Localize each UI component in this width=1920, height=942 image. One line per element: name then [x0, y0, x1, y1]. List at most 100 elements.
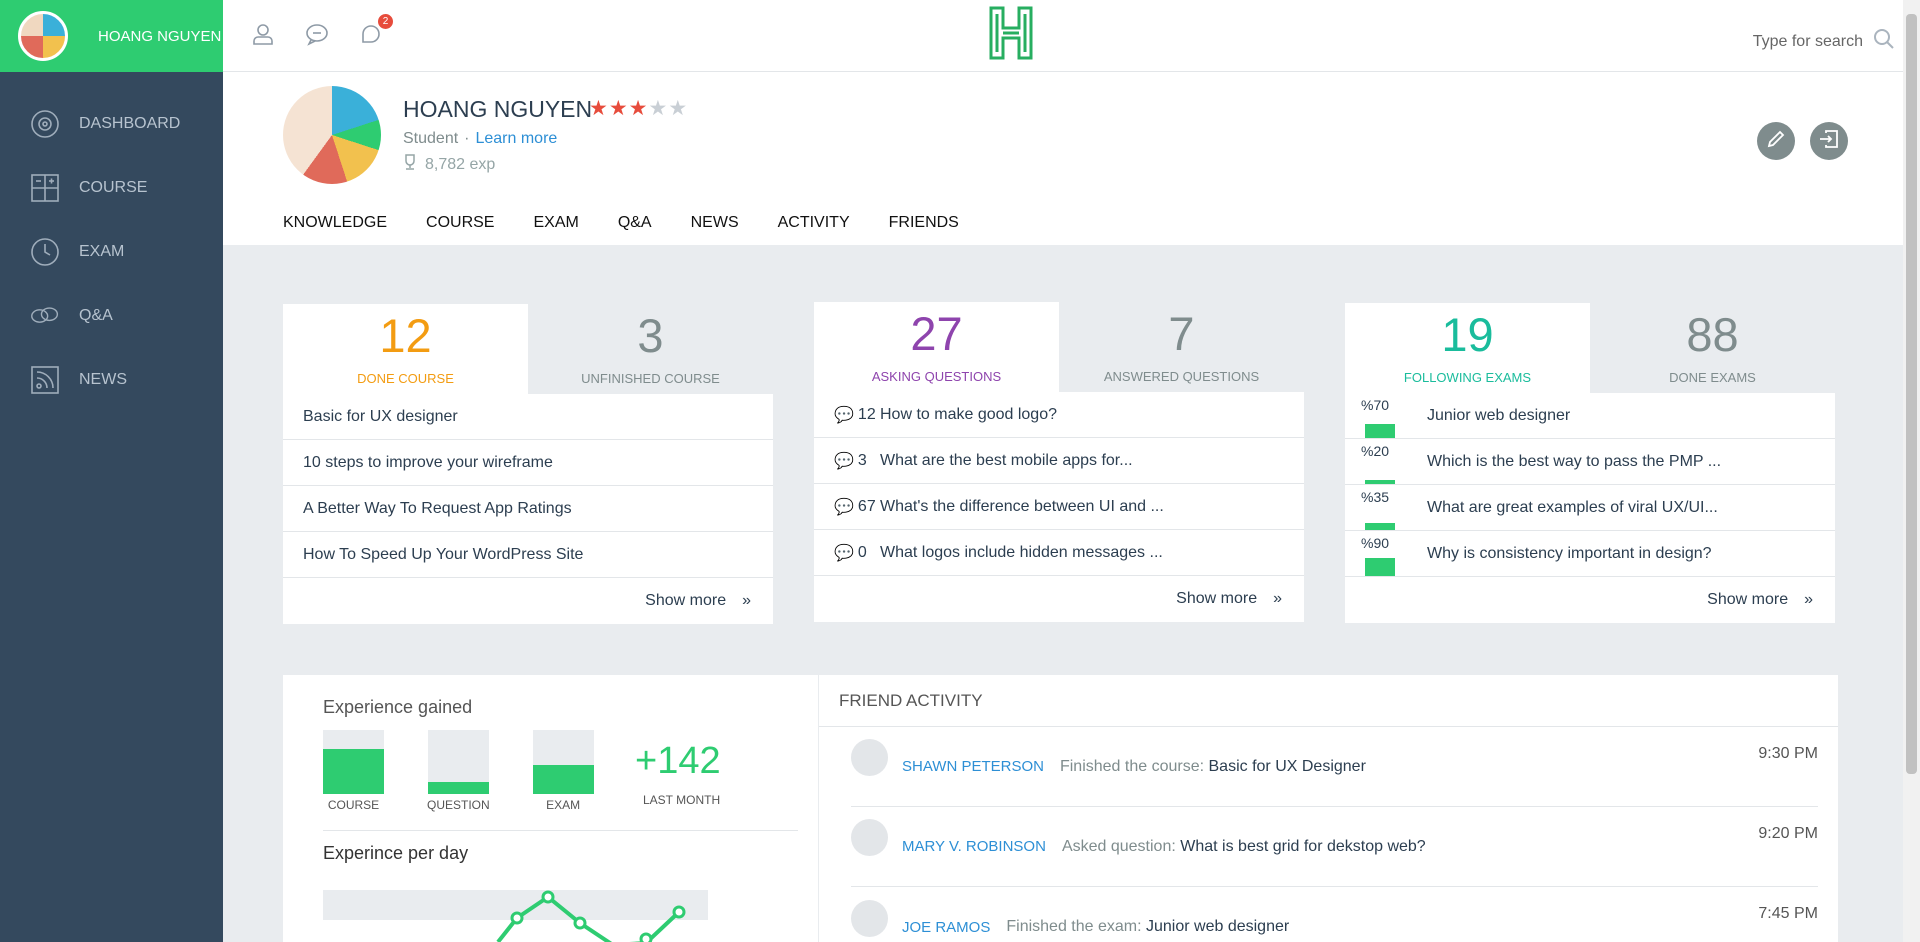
tab-done-course[interactable]: 12 DONE COURSE [283, 304, 528, 394]
list-item[interactable]: %90 Why is consistency important in desig… [1345, 531, 1835, 577]
avatar[interactable] [851, 739, 888, 776]
show-more-questions-button[interactable]: Show more » [814, 576, 1304, 622]
bar-label: EXAM [546, 798, 581, 812]
sidebar-item-qa[interactable]: Q&A [0, 284, 223, 348]
show-more-label: Show more [1176, 590, 1258, 607]
comment-count-value: 3 [857, 451, 867, 469]
following-exams-count: 19 [1441, 308, 1494, 361]
sidebar-item-label: EXAM [79, 243, 125, 260]
progress-bar [1365, 558, 1395, 576]
sidebar-menu: DASHBOARD COURSE EXAM Q&A NEWS [0, 92, 223, 412]
search-input[interactable] [1713, 32, 1863, 51]
list-item[interactable]: 💬 0 What logos include hidden messages ... [814, 530, 1304, 576]
exp-value: 8,782 exp [425, 155, 496, 173]
experience-per-day-chart [496, 890, 686, 942]
activity-object[interactable]: Basic for UX Designer [1208, 757, 1366, 775]
list-item[interactable]: Basic for UX designer [283, 394, 773, 440]
logout-button[interactable] [1810, 122, 1848, 160]
star-icon: ★ [628, 97, 649, 120]
rss-icon [30, 365, 60, 395]
search-icon[interactable] [1873, 28, 1895, 55]
activity-object[interactable]: Junior web designer [1146, 918, 1290, 935]
list-item[interactable]: 💬 3 What are the best mobile apps for... [814, 438, 1304, 484]
progress-percent: %70 [1361, 397, 1390, 413]
tab-following-exams[interactable]: 19 FOLLOWING EXAMS [1345, 303, 1590, 393]
list-item[interactable]: 💬 67 What's the difference between UI and … [814, 484, 1304, 530]
sidebar-item-course[interactable]: COURSE [0, 156, 223, 220]
list-item[interactable]: How To Speed Up Your WordPress Site [283, 532, 773, 578]
progress: %70 [1345, 393, 1427, 438]
tab-friends[interactable]: FRIENDS [888, 214, 959, 231]
tab-qa[interactable]: Q&A [617, 214, 652, 231]
tab-done-exams[interactable]: 88 DONE EXAMS [1590, 303, 1835, 393]
list-item[interactable]: %35 What are great examples of viral UX/U… [1345, 485, 1835, 531]
avatar[interactable] [851, 819, 888, 856]
sidebar-item-news[interactable]: NEWS [0, 348, 223, 412]
edit-button[interactable] [1757, 122, 1795, 160]
star-icon: ★ [589, 97, 609, 120]
profile-avatar [283, 86, 381, 184]
profile-actions [1757, 122, 1848, 160]
show-more-exams-button[interactable]: Show more » [1345, 577, 1835, 623]
tab-activity[interactable]: ACTIVITY [777, 214, 850, 231]
comment-count-value: 67 [857, 497, 876, 515]
message-icon[interactable] [305, 22, 329, 46]
tab-exam[interactable]: EXAM [533, 214, 579, 231]
dashboard-icon [30, 109, 60, 139]
sidebar-user[interactable]: HOANG NGUYEN [0, 0, 223, 72]
course-title: A Better Way To Request App Ratings [303, 499, 572, 517]
logo[interactable] [988, 5, 1034, 66]
bar-question: QUESTION [427, 730, 490, 812]
activity-object[interactable]: What is best grid for dekstop web? [1180, 837, 1426, 855]
asking-questions-count: 27 [910, 307, 963, 360]
tab-course[interactable]: COURSE [426, 214, 495, 231]
scrollbar[interactable] [1903, 0, 1920, 942]
list-item[interactable]: 💬 12 How to make good logo? [814, 392, 1304, 438]
exams-card-header: 19 FOLLOWING EXAMS 88 DONE EXAMS [1345, 303, 1835, 393]
scrollbar-thumb[interactable] [1906, 14, 1917, 774]
sidebar: HOANG NGUYEN DASHBOARD COURSE EXAM Q&A N… [0, 0, 223, 942]
list-item[interactable]: %70 Junior web designer [1345, 393, 1835, 439]
avatar[interactable] [18, 11, 68, 61]
done-course-label: DONE COURSE [357, 371, 454, 386]
tab-unfinished-course[interactable]: 3 UNFINISHED COURSE [528, 304, 773, 394]
sidebar-item-dashboard[interactable]: DASHBOARD [0, 92, 223, 156]
topbar-icons: 2 [251, 14, 393, 46]
pencil-icon [1766, 129, 1786, 154]
learn-more-link[interactable]: Learn more [475, 130, 558, 147]
experience-total-label: LAST MONTH [643, 793, 721, 807]
tab-news[interactable]: NEWS [690, 214, 739, 231]
activity-user[interactable]: MARY V. ROBINSON [902, 838, 1046, 855]
tab-asking-questions[interactable]: 27 ASKING QUESTIONS [814, 302, 1059, 392]
role-label: Student [403, 130, 459, 147]
question-title: What's the difference between UI and ... [880, 497, 1164, 515]
asking-questions-label: ASKING QUESTIONS [871, 369, 1002, 384]
profile-icon[interactable] [251, 22, 275, 46]
unfinished-course-count: 3 [637, 309, 664, 362]
tab-answered-questions[interactable]: 7 ANSWERED QUESTIONS [1059, 302, 1304, 392]
show-more-courses-button[interactable]: Show more » [283, 578, 773, 624]
bar-fill [427, 782, 489, 794]
bar-exam: EXAM [532, 730, 594, 812]
profile-header: HOANG NGUYEN ★★★★★ Student · Learn more 8,… [223, 72, 1903, 245]
list-item[interactable]: %20 Which is the best way to pass the PMP… [1345, 439, 1835, 485]
search [1713, 28, 1895, 55]
profile-role: Student · Learn more [403, 130, 558, 147]
progress-bar [1365, 424, 1395, 438]
avatar[interactable] [851, 899, 888, 937]
list-item[interactable]: 10 steps to improve your wireframe [283, 440, 773, 486]
activity-item: SHAWN PETERSON Finished the course: Basi… [851, 727, 1818, 807]
activity-action: Finished the course: [1059, 757, 1205, 775]
list-item[interactable]: A Better Way To Request App Ratings [283, 486, 773, 532]
profile-tabs: KNOWLEDGE COURSE EXAM Q&A NEWS ACTIVITY … [283, 214, 959, 232]
tab-knowledge[interactable]: KNOWLEDGE [283, 214, 388, 231]
comment-count: 💬 0 [814, 543, 880, 563]
sidebar-user-name[interactable]: HOANG NGUYEN [98, 27, 222, 45]
notification-icon[interactable]: 2 [359, 14, 393, 46]
sidebar-item-exam[interactable]: EXAM [0, 220, 223, 284]
double-chevron-down-icon: » [1273, 590, 1282, 607]
comment-count-value: 12 [857, 405, 876, 423]
activity-user[interactable]: SHAWN PETERSON [902, 758, 1044, 775]
activity-item: JOE RAMOS Finished the exam: Junior web … [851, 887, 1818, 942]
activity-user[interactable]: JOE RAMOS [902, 918, 991, 936]
